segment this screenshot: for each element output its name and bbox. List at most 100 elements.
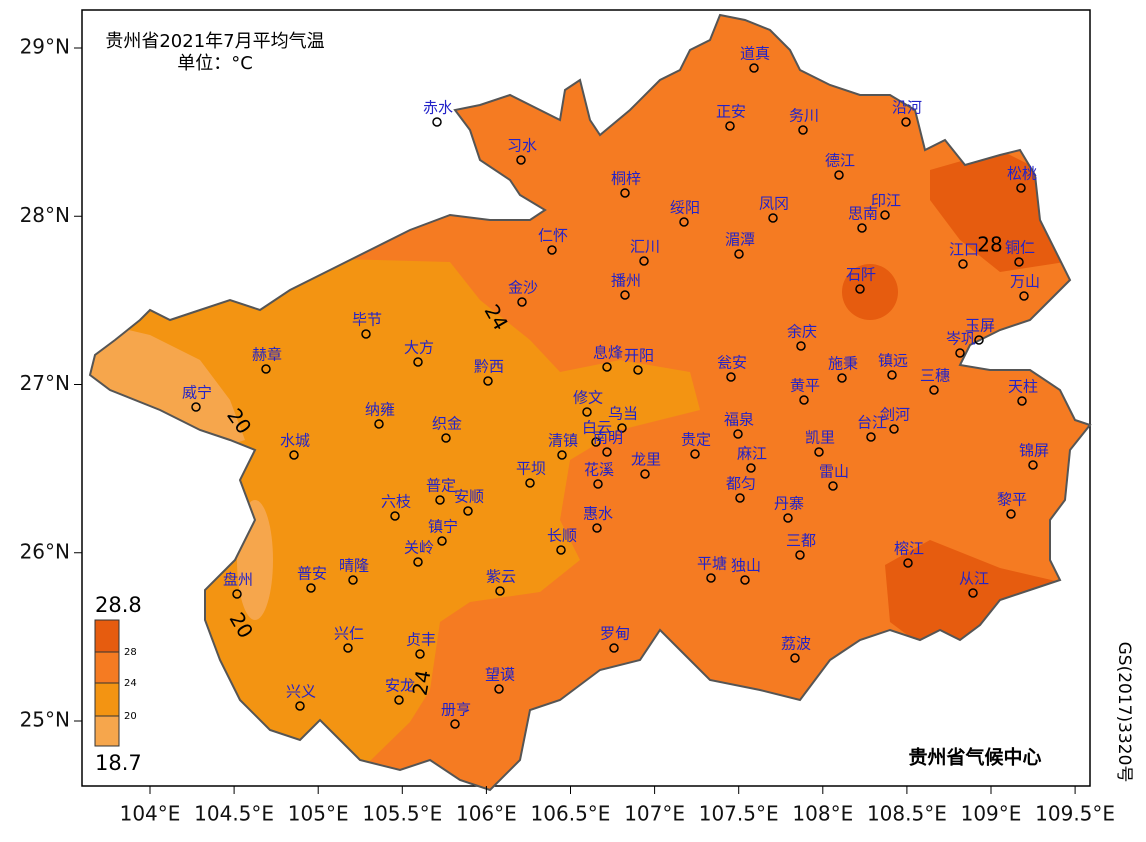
station-name: 仁怀 (538, 227, 568, 245)
station-name: 织金 (432, 415, 462, 433)
station-marker (1019, 291, 1029, 301)
station-name: 镇远 (878, 352, 908, 370)
station-name: 贵定 (681, 431, 711, 449)
station-marker (191, 402, 201, 412)
station-name: 清镇 (548, 432, 578, 450)
station-name: 黎平 (997, 491, 1027, 509)
station-marker (783, 513, 793, 523)
station-name: 凤冈 (759, 195, 789, 213)
station-name: 镇宁 (428, 518, 458, 536)
station-name: 普定 (426, 477, 456, 495)
station-name: 铜仁 (1005, 239, 1035, 257)
contour-label: 28 (977, 233, 1002, 257)
station-marker (620, 188, 630, 198)
station-marker (343, 643, 353, 653)
station-marker (435, 495, 445, 505)
station-marker (494, 684, 504, 694)
station-marker (746, 463, 756, 473)
station-marker (592, 523, 602, 533)
station-name: 惠水 (583, 505, 613, 523)
station-name: 修文 (573, 389, 603, 407)
station-marker (749, 63, 759, 73)
station-name: 江口 (949, 241, 979, 259)
station-name: 安顺 (454, 488, 484, 506)
station-marker (733, 429, 743, 439)
station-name: 施秉 (828, 355, 858, 373)
station-name: 威宁 (182, 384, 212, 402)
station-marker (903, 558, 913, 568)
station-name: 播州 (611, 272, 641, 290)
y-tick-label: 28°N (20, 203, 70, 227)
x-tick-label: 106°E (456, 802, 517, 826)
station-marker (617, 423, 627, 433)
station-name: 桐梓 (611, 170, 641, 188)
station-name: 花溪 (584, 461, 614, 479)
station-name: 天柱 (1008, 378, 1038, 396)
station-name: 三穗 (920, 367, 950, 385)
station-name: 六枝 (381, 493, 411, 511)
station-marker (261, 364, 271, 374)
station-name: 开阳 (624, 347, 654, 365)
station-name: 麻江 (737, 445, 767, 463)
station-marker (556, 545, 566, 555)
station-name: 南明 (593, 429, 623, 447)
station-marker (679, 217, 689, 227)
station-marker (432, 117, 442, 127)
station-name: 乌当 (608, 405, 638, 423)
station-name: 玉屏 (965, 317, 995, 335)
x-tick-label: 109°E (961, 802, 1022, 826)
station-marker (640, 469, 650, 479)
station-marker (768, 213, 778, 223)
x-tick-label: 105.5°E (362, 802, 442, 826)
station-marker (1016, 183, 1026, 193)
station-marker (1014, 257, 1024, 267)
station-name: 雷山 (819, 463, 849, 481)
station-name: 丹寨 (774, 495, 804, 513)
legend-level: 20 (124, 711, 137, 722)
station-marker (463, 506, 473, 516)
station-name: 毕节 (352, 311, 382, 329)
station-marker (232, 589, 242, 599)
legend-max: 28.8 (95, 593, 142, 617)
legend-level: 24 (124, 678, 137, 689)
legend-swatch (94, 715, 120, 747)
station-name: 兴义 (286, 683, 316, 701)
station-name: 金沙 (508, 279, 538, 297)
station-marker (857, 223, 867, 233)
station-marker (790, 653, 800, 663)
station-marker (1028, 460, 1038, 470)
station-name: 龙里 (631, 451, 661, 469)
station-marker (413, 557, 423, 567)
x-tick-label: 107.5°E (699, 802, 779, 826)
map-title: 贵州省2021年7月平均气温 (105, 31, 324, 52)
station-name: 瓮安 (717, 354, 747, 372)
x-tick-label: 107°E (624, 802, 685, 826)
station-name: 德江 (825, 152, 855, 170)
station-name: 大方 (404, 339, 434, 357)
station-marker (495, 586, 505, 596)
station-marker (620, 290, 630, 300)
legend-level: 28 (124, 647, 137, 658)
station-name: 思南 (848, 205, 878, 223)
station-marker (413, 357, 423, 367)
station-marker (289, 450, 299, 460)
station-marker (734, 249, 744, 259)
station-marker (306, 583, 316, 593)
station-marker (706, 573, 716, 583)
station-name: 榕江 (894, 540, 924, 558)
station-marker (955, 348, 965, 358)
y-tick-label: 27°N (20, 371, 70, 395)
station-marker (799, 395, 809, 405)
station-name: 关岭 (404, 539, 434, 557)
x-tick-label: 104.5°E (194, 802, 274, 826)
zone-below-20 (90, 300, 245, 450)
station-marker (609, 643, 619, 653)
station-marker (361, 329, 371, 339)
station-name: 福泉 (724, 411, 754, 429)
station-marker (390, 511, 400, 521)
legend-swatch (94, 682, 120, 717)
province-border (88, 13, 1092, 792)
station-marker (958, 259, 968, 269)
station-name: 凯里 (805, 429, 835, 447)
station-name: 从江 (959, 570, 989, 588)
